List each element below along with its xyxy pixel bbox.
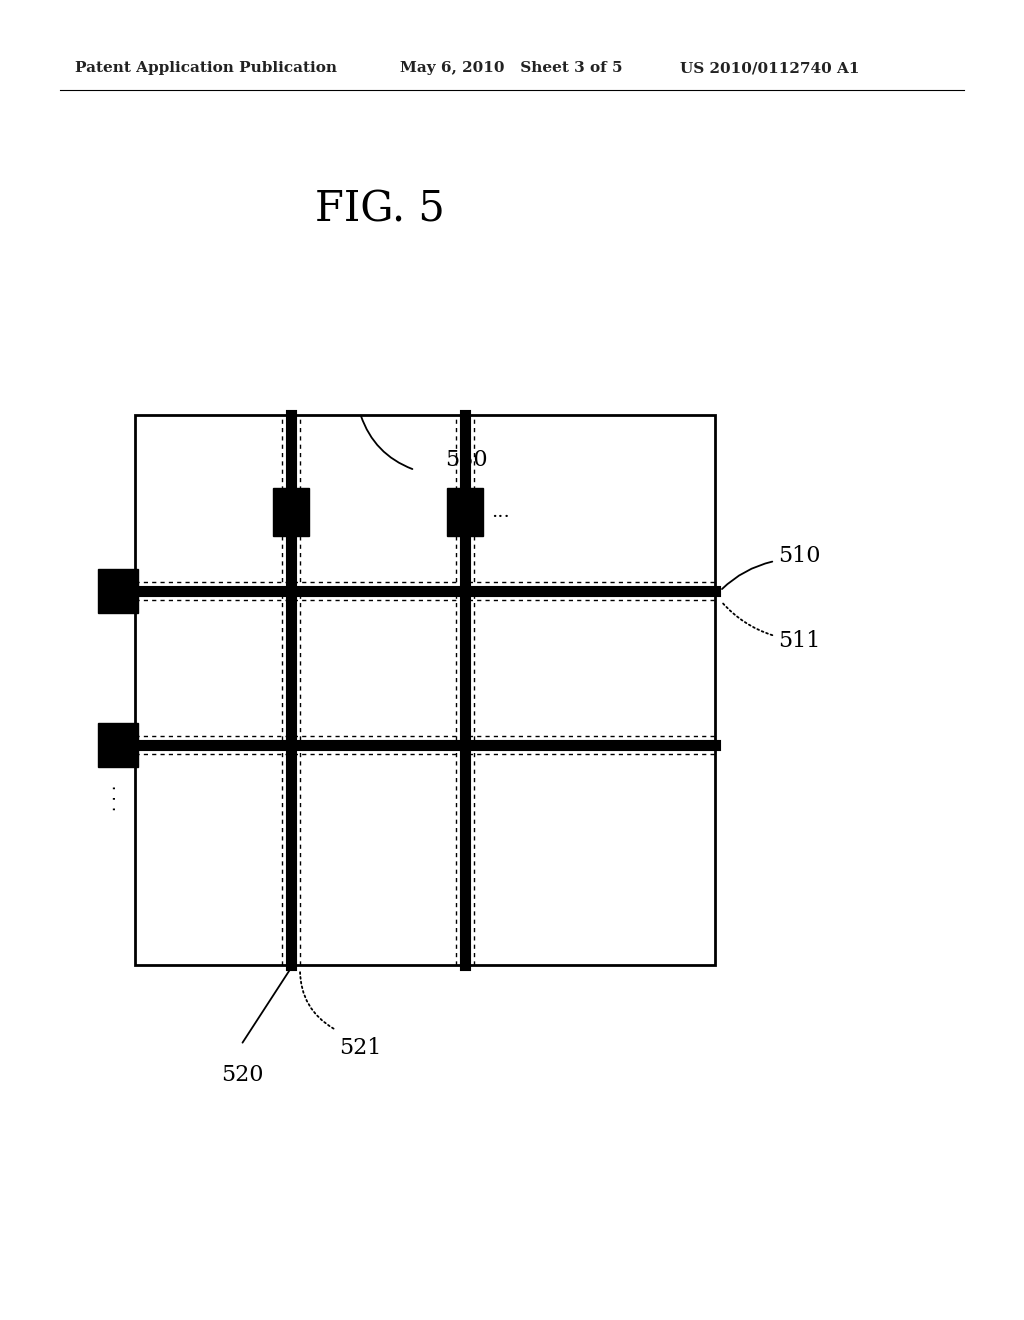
Bar (273, 488, 309, 536)
Bar (98, 569, 138, 612)
Text: 510: 510 (778, 545, 820, 568)
Bar (98, 723, 138, 767)
Bar (447, 488, 483, 536)
Text: 511: 511 (778, 630, 820, 652)
Text: 530: 530 (445, 449, 487, 471)
Text: 521: 521 (339, 1038, 381, 1059)
Text: 520: 520 (221, 1064, 263, 1086)
Text: FIG. 5: FIG. 5 (315, 189, 445, 231)
Text: US 2010/0112740 A1: US 2010/0112740 A1 (680, 61, 859, 75)
Bar (135, 414, 715, 965)
Text: ...: ... (490, 503, 510, 521)
Text: May 6, 2010   Sheet 3 of 5: May 6, 2010 Sheet 3 of 5 (400, 61, 623, 75)
Text: Patent Application Publication: Patent Application Publication (75, 61, 337, 75)
Text: · · ·: · · · (106, 785, 125, 812)
